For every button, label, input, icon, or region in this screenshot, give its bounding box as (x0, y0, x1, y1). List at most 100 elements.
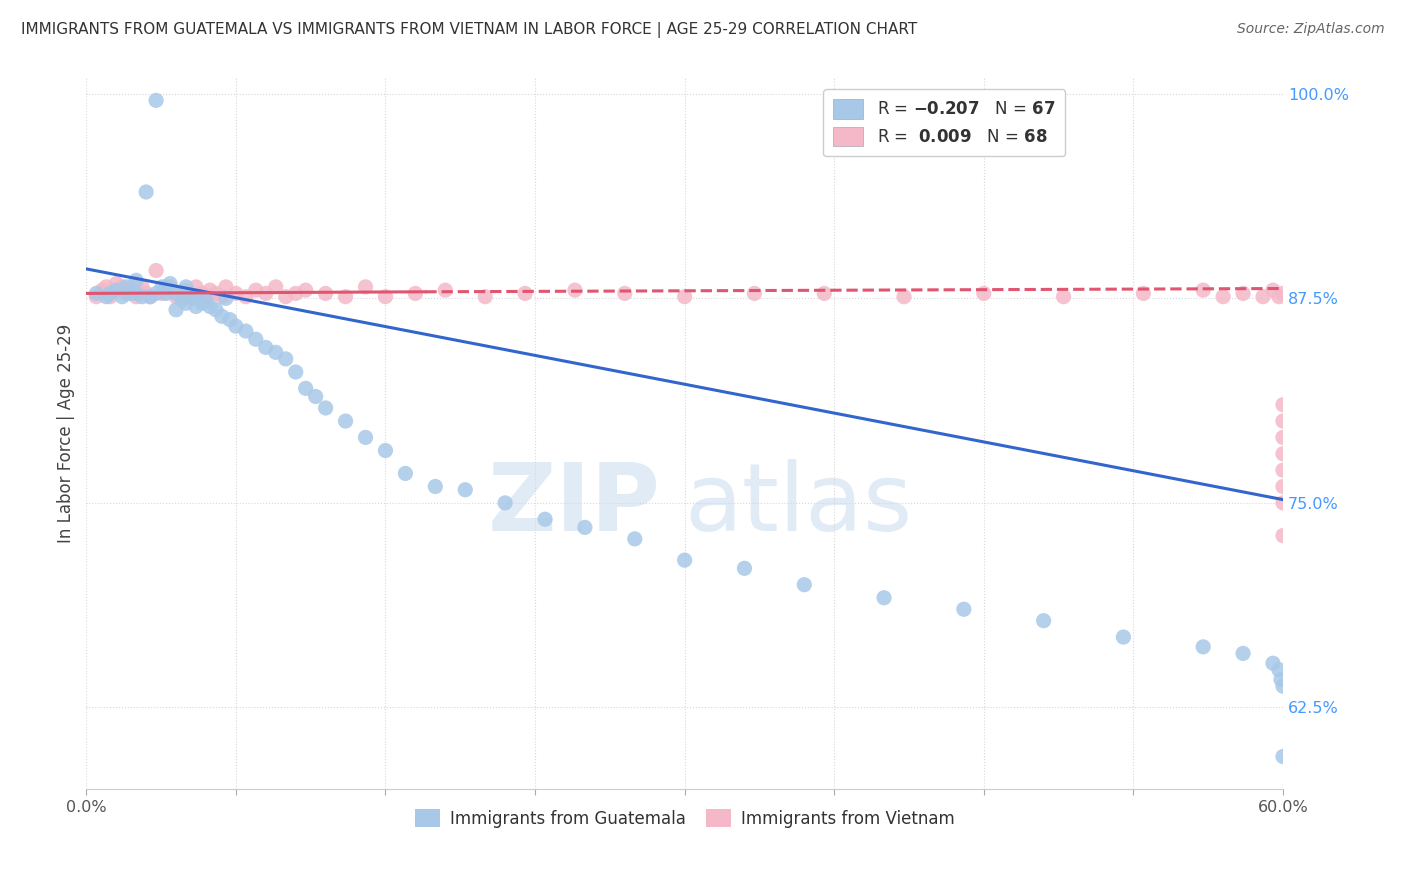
Point (139, 290, 162, 304)
Point (135, 286, 157, 301)
Point (245, 332, 267, 346)
Point (1132, 286, 1154, 301)
Point (264, 280, 287, 294)
Point (165, 286, 187, 301)
Point (1261, 283, 1284, 297)
Point (673, 553, 696, 567)
Point (623, 532, 645, 546)
Point (145, 263, 167, 277)
Point (454, 483, 477, 497)
Point (111, 290, 134, 304)
Point (1271, 414, 1294, 428)
Point (274, 290, 297, 304)
Point (159, 280, 181, 294)
Point (105, 283, 128, 297)
Y-axis label: In Labor Force | Age 25-29: In Labor Force | Age 25-29 (58, 324, 75, 543)
Point (96, 290, 118, 304)
Point (131, 280, 153, 294)
Point (264, 345, 287, 359)
Point (145, 93, 167, 107)
Point (673, 290, 696, 304)
Point (873, 591, 896, 605)
Point (155, 280, 177, 294)
Point (1251, 290, 1274, 304)
Point (1271, 463, 1294, 477)
Point (1052, 290, 1074, 304)
Point (1271, 749, 1294, 764)
Point (115, 286, 138, 301)
Point (96, 280, 118, 294)
Point (613, 286, 636, 301)
Point (434, 283, 457, 297)
Point (174, 283, 197, 297)
Point (274, 351, 297, 366)
Point (125, 277, 148, 291)
Point (425, 479, 447, 493)
Point (150, 280, 173, 294)
Point (198, 283, 221, 297)
Point (174, 296, 197, 310)
Point (394, 467, 416, 481)
Point (135, 185, 157, 199)
Point (953, 602, 976, 616)
Point (235, 290, 257, 304)
Point (1112, 630, 1135, 644)
Point (1271, 286, 1294, 301)
Point (305, 390, 328, 404)
Point (211, 290, 233, 304)
Point (198, 300, 221, 314)
Point (165, 290, 187, 304)
Point (84, 290, 107, 304)
Point (125, 286, 148, 301)
Point (120, 286, 142, 301)
Legend: Immigrants from Guatemala, Immigrants from Vietnam: Immigrants from Guatemala, Immigrants fr… (408, 803, 962, 834)
Point (973, 286, 995, 301)
Point (155, 286, 177, 301)
Point (254, 340, 277, 354)
Point (335, 414, 357, 428)
Point (125, 290, 148, 304)
Point (374, 443, 396, 458)
Point (98, 290, 121, 304)
Point (733, 561, 755, 575)
Point (215, 291, 238, 305)
Point (1232, 286, 1254, 301)
Point (115, 280, 138, 294)
Point (131, 290, 153, 304)
Point (294, 381, 316, 395)
Point (335, 290, 357, 304)
Point (145, 286, 167, 301)
Point (574, 520, 596, 534)
Point (91, 283, 114, 297)
Point (191, 286, 214, 301)
Point (194, 293, 217, 307)
Point (1032, 614, 1054, 628)
Point (1271, 447, 1294, 461)
Text: ZIP: ZIP (488, 458, 661, 550)
Point (1270, 673, 1292, 687)
Point (1232, 647, 1254, 661)
Point (125, 273, 148, 287)
Point (245, 283, 267, 297)
Point (1271, 496, 1294, 510)
Point (184, 280, 207, 294)
Point (793, 577, 815, 591)
Point (179, 290, 201, 304)
Point (254, 286, 277, 301)
Point (1271, 479, 1294, 493)
Point (205, 302, 228, 317)
Point (1268, 290, 1291, 304)
Point (1271, 398, 1294, 412)
Point (315, 286, 337, 301)
Point (374, 290, 396, 304)
Text: Source: ZipAtlas.com: Source: ZipAtlas.com (1237, 22, 1385, 37)
Point (184, 300, 207, 314)
Text: atlas: atlas (685, 458, 912, 550)
Point (179, 290, 201, 304)
Point (159, 277, 181, 291)
Point (354, 280, 377, 294)
Point (205, 286, 228, 301)
Point (1261, 657, 1284, 671)
Point (315, 401, 337, 415)
Point (174, 280, 197, 294)
